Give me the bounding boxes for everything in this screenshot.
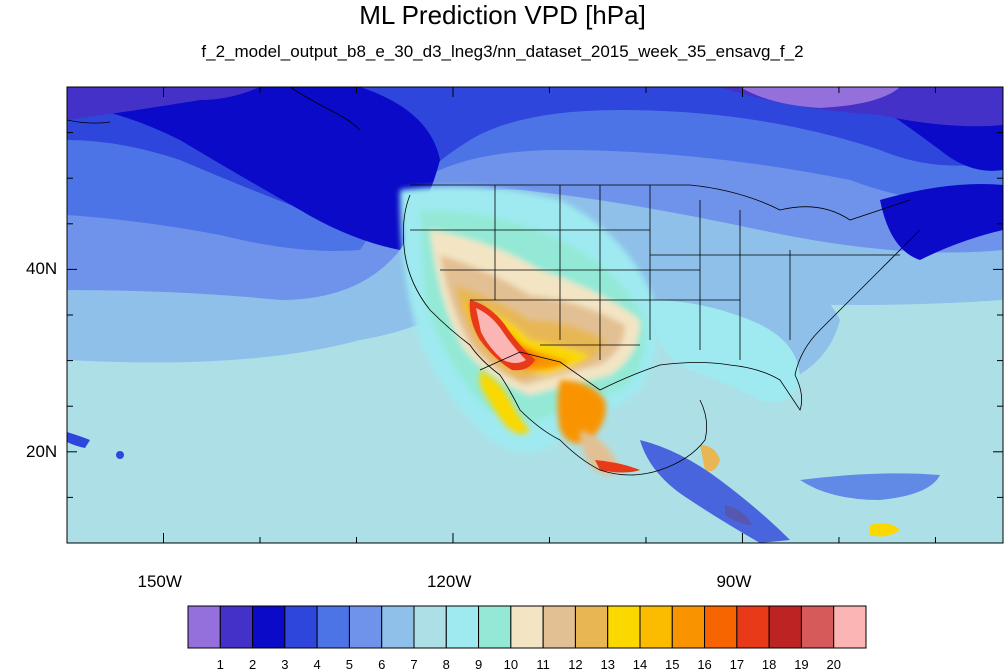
colorbar-label: 20 <box>826 657 841 672</box>
colorbar-label: 2 <box>248 657 257 672</box>
colorbar-swatch <box>768 605 802 649</box>
colorbar-swatch <box>284 605 318 649</box>
colorbar-label: 12 <box>568 657 583 672</box>
colorbar-label: 13 <box>600 657 615 672</box>
colorbar-swatch <box>445 605 480 649</box>
colorbar-label: 5 <box>345 657 354 672</box>
colorbar-label: 3 <box>281 657 289 672</box>
colorbar-swatch <box>671 605 706 649</box>
lat-tick-label: 40N <box>26 259 58 279</box>
colorbar-label: 11 <box>536 657 550 672</box>
lon-tick-label: 120W <box>426 572 472 591</box>
colorbar-swatch <box>187 605 221 649</box>
colorbar-label: 18 <box>761 657 777 672</box>
colorbar-label: 10 <box>503 657 519 672</box>
colorbar-swatch <box>348 605 383 649</box>
colorbar-swatch <box>252 605 286 649</box>
colorbar-swatch <box>833 605 867 649</box>
vpd-field <box>67 87 1003 543</box>
colorbar-label: 16 <box>697 657 712 672</box>
lon-tick-label: 150W <box>137 572 182 591</box>
colorbar-swatch <box>381 605 415 649</box>
colorbar-label: 15 <box>665 657 680 672</box>
colorbar-label: 7 <box>410 657 418 672</box>
lat-tick-label: 20N <box>26 441 58 461</box>
axis-ticks <box>67 87 1003 543</box>
colorbar-swatch <box>478 605 512 649</box>
colorbar-swatch <box>316 605 350 649</box>
colorbar-label: 6 <box>378 657 386 672</box>
colorbar-swatch <box>704 605 738 649</box>
colorbar-label: 8 <box>442 657 450 672</box>
colorbar <box>187 605 867 649</box>
map-subtitle: f_2_model_output_b8_e_30_d3_lneg3/nn_dat… <box>201 42 804 61</box>
colorbar-swatch <box>542 605 576 649</box>
colorbar-label: 9 <box>474 657 483 672</box>
colorbar-swatch <box>736 605 770 649</box>
lon-tick-label: 90W <box>716 572 752 591</box>
colorbar-swatch <box>574 605 609 649</box>
colorbar-label: 19 <box>794 657 809 672</box>
colorbar-swatch <box>510 605 544 649</box>
colorbar-label: 17 <box>729 657 745 672</box>
colorbar-label: 1 <box>216 657 224 672</box>
colorbar-swatch <box>413 605 447 649</box>
colorbar-label: 14 <box>632 657 648 672</box>
colorbar-swatch <box>607 605 641 649</box>
colorbar-swatch <box>639 605 673 649</box>
colorbar-label: 4 <box>313 657 321 672</box>
map-title: ML Prediction VPD [hPa] <box>359 0 646 30</box>
colorbar-swatch <box>219 605 254 649</box>
colorbar-swatch <box>800 605 835 649</box>
